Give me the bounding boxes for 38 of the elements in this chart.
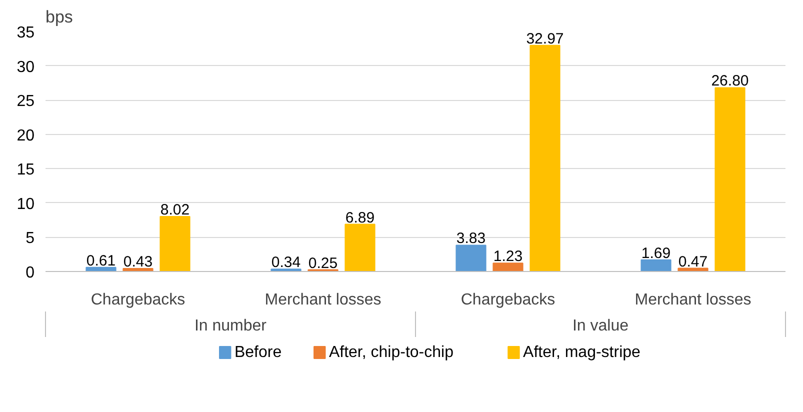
text: In value — [572, 318, 629, 334]
x-tick-label: Merchant losses — [264, 292, 382, 308]
bar — [270, 268, 302, 272]
x-tick-label: Chargebacks — [90, 292, 186, 308]
bar — [492, 262, 524, 272]
y-tick-label: 30 — [16, 58, 35, 76]
data-label: 0.61 — [86, 252, 116, 270]
data-label: 1.69 — [641, 244, 671, 262]
legend-label: After, mag-stripe — [523, 344, 641, 361]
y-tick-label: 35 — [16, 24, 35, 42]
data-label: 26.80 — [711, 72, 749, 90]
y-tick-label: 10 — [16, 196, 35, 213]
bar — [344, 224, 376, 272]
bar — [160, 216, 190, 272]
bar — [456, 244, 486, 272]
data-label: 3.83 — [456, 230, 486, 248]
legend-label: Before — [234, 344, 282, 361]
data-label: 8.02 — [160, 202, 190, 219]
data-label: 0.43 — [123, 254, 153, 271]
y-tick-label: 5 — [26, 230, 35, 248]
x-tick-label: Chargebacks — [460, 292, 556, 308]
data-label: 0.47 — [678, 253, 708, 270]
bar — [714, 87, 746, 272]
data-label: 6.89 — [345, 209, 375, 226]
data-label: 0.25 — [308, 254, 338, 272]
y-tick-label: 15 — [16, 162, 35, 179]
x-tick-label: Merchant losses — [634, 292, 752, 308]
bar — [640, 259, 672, 272]
y-axis-title: bps — [46, 8, 73, 26]
legend-label: After, chip-to-chip — [328, 344, 454, 361]
text: In number — [194, 318, 268, 334]
data-label: 0.34 — [271, 254, 301, 272]
data-label: 32.97 — [526, 30, 564, 48]
bar — [530, 44, 560, 272]
data-label: 1.23 — [493, 248, 523, 266]
y-tick-label: 20 — [16, 127, 35, 144]
y-tick-label: 25 — [16, 93, 35, 110]
y-tick-label: 0 — [26, 264, 35, 282]
